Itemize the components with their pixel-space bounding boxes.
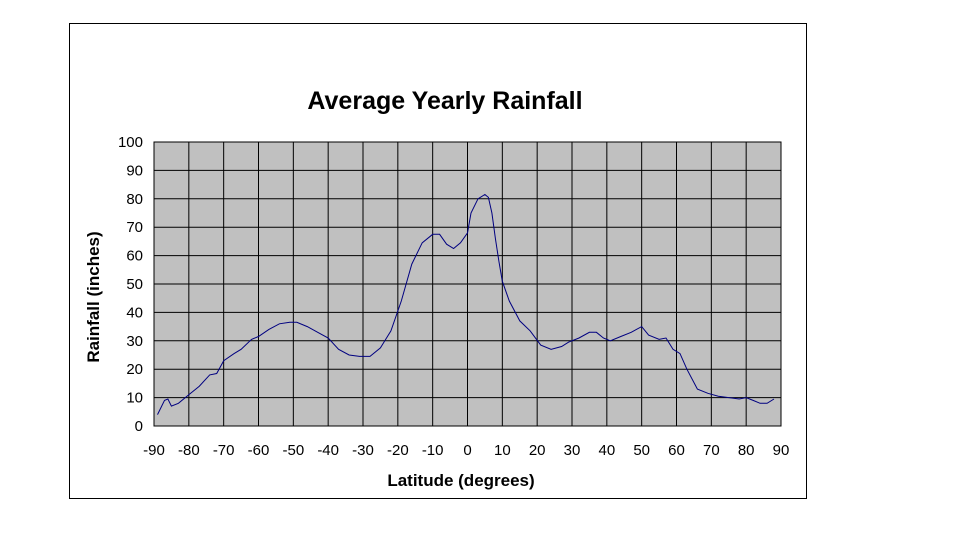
rainfall-line <box>157 193 775 415</box>
x-tick-label: -40 <box>317 442 339 459</box>
y-tick-label: 80 <box>126 191 143 208</box>
y-tick-label: 50 <box>126 276 143 293</box>
x-tick-label: -50 <box>282 442 304 459</box>
x-tick-label: -10 <box>422 442 444 459</box>
rainfall-chart: Average Yearly Rainfall -90 -80 -70 -60 -50-… <box>84 87 789 490</box>
x-tick-label: 50 <box>633 442 650 459</box>
y-tick-label: 90 <box>126 162 143 179</box>
y-tick-label: 70 <box>126 219 143 236</box>
grid-lines <box>153 141 782 427</box>
x-tick-label: 30 <box>564 442 581 459</box>
x-tick-label: 70 <box>703 442 720 459</box>
x-tick-label: -20 <box>387 442 409 459</box>
y-tick-label: 40 <box>126 304 143 321</box>
y-tick-label: 20 <box>126 361 143 378</box>
x-tick-label: 20 <box>529 442 546 459</box>
x-tick-label: 90 <box>773 442 790 459</box>
x-tick-label: -80 <box>178 442 200 459</box>
x-tick-label: -30 <box>352 442 374 459</box>
x-axis-label: Latitude (degrees) <box>387 471 534 490</box>
x-tick-label: 60 <box>668 442 685 459</box>
chart-frame: Average Yearly Rainfall -90 -80 -70 -60 -50-… <box>69 23 807 499</box>
x-tick-label: 40 <box>598 442 615 459</box>
y-tick-label: 10 <box>126 390 143 407</box>
x-tick-label: 10 <box>494 442 511 459</box>
chart-title: Average Yearly Rainfall <box>307 87 582 115</box>
y-axis-label: Rainfall (inches) <box>84 231 103 362</box>
y-tick-label: 0 <box>135 418 143 435</box>
tick-labels: -90 -80 -70 -60 -50 -40 -30 -20 -10 0 10 20 30 40 50 60… <box>118 134 789 459</box>
x-tick-label: 80 <box>738 442 755 459</box>
y-tick-label: 30 <box>126 333 143 350</box>
x-tick-label: 0 <box>463 442 471 459</box>
x-tick-label: -90 <box>143 442 165 459</box>
y-tick-label: 100 <box>118 134 143 151</box>
x-tick-label: -70 <box>213 442 235 459</box>
x-tick-label: -60 <box>248 442 270 459</box>
y-tick-label: 60 <box>126 248 143 265</box>
